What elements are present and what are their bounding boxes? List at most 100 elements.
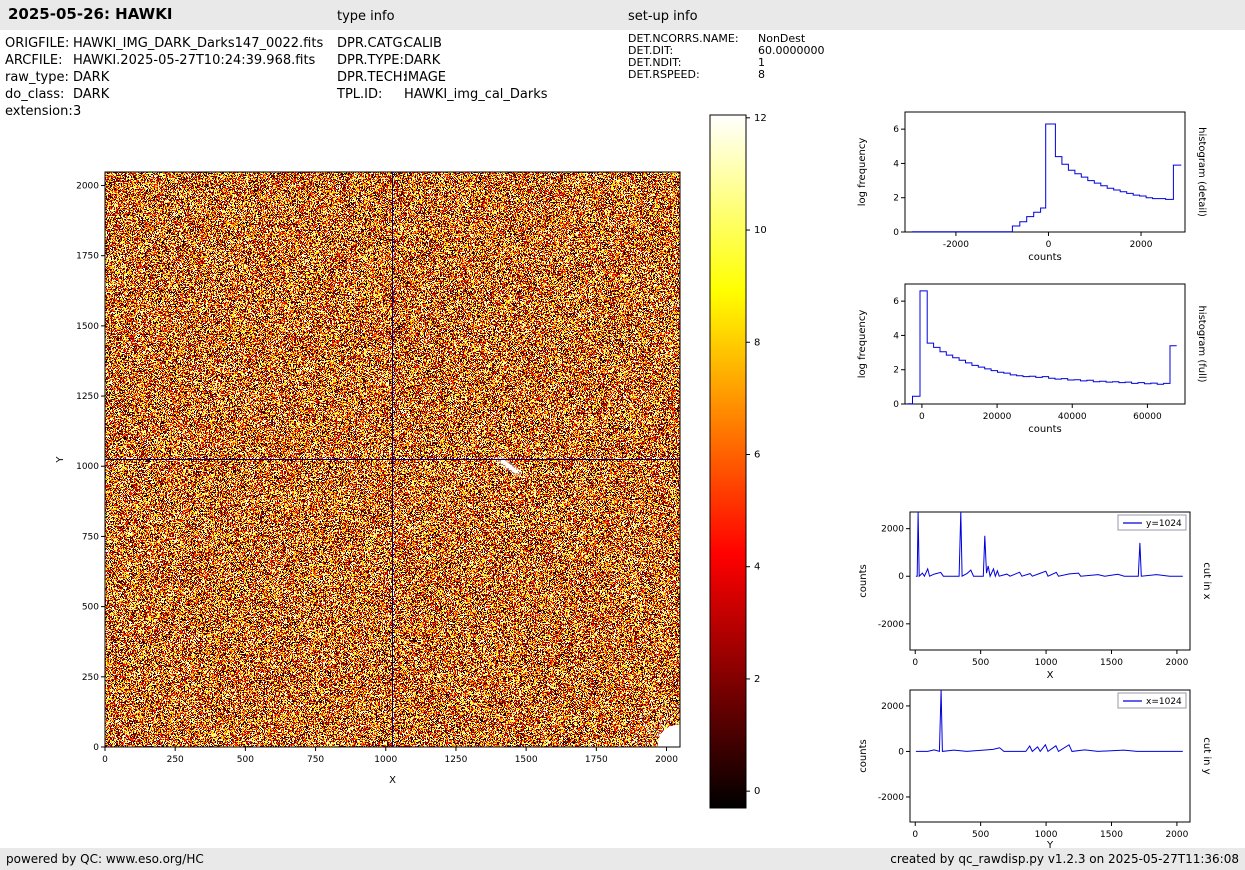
meta-label: DPR.TYPE:	[337, 53, 404, 68]
footer-bar: powered by QC: www.eso.org/HC created by…	[0, 848, 1245, 870]
svg-text:40000: 40000	[1058, 412, 1087, 422]
svg-text:1000: 1000	[76, 462, 99, 472]
svg-text:1500: 1500	[76, 322, 99, 332]
svg-text:10: 10	[754, 225, 767, 236]
meta-label: ORIGFILE:	[5, 36, 70, 51]
svg-text:60000: 60000	[1133, 412, 1162, 422]
svg-text:x=1024: x=1024	[1146, 697, 1182, 707]
svg-text:500: 500	[82, 603, 99, 613]
svg-text:0: 0	[898, 747, 904, 757]
svg-text:counts: counts	[1028, 252, 1061, 263]
meta-row: TPL.ID: HAWKI_img_cal_Darks	[337, 86, 548, 103]
svg-text:6: 6	[893, 297, 899, 307]
meta-row: DPR.TYPE: DARK	[337, 52, 548, 69]
svg-text:counts: counts	[858, 739, 869, 772]
meta-row: do_class: DARK	[5, 86, 323, 103]
meta-row: DET.NDIT: 1	[628, 57, 824, 69]
meta-row: ORIGFILE: HAWKI_IMG_DARK_Darks147_0022.fi…	[5, 35, 323, 52]
meta-label: DPR.TECH:	[337, 70, 407, 85]
svg-text:2000: 2000	[881, 702, 904, 712]
svg-text:1000: 1000	[1035, 658, 1058, 668]
svg-text:750: 750	[82, 532, 99, 542]
setup-info-block: DET.NCORRS.NAME: NonDest DET.DIT: 60.00000…	[628, 33, 824, 81]
svg-text:Y: Y	[1046, 840, 1054, 851]
svg-text:2000: 2000	[1165, 658, 1188, 668]
svg-text:4: 4	[893, 331, 899, 341]
meta-value: IMAGE	[404, 70, 447, 85]
meta-row: DET.RSPEED: 8	[628, 69, 824, 81]
histogram-full-panel: 0 20000 40000 60000 0 2 4 6 counts log frequency h…	[850, 276, 1243, 448]
svg-text:X: X	[389, 775, 396, 786]
setup-info-heading: set-up info	[628, 9, 698, 24]
meta-row: DPR.CATG: CALIB	[337, 35, 548, 52]
svg-text:2: 2	[893, 366, 899, 376]
svg-text:1500: 1500	[515, 755, 538, 765]
svg-text:histogram (full): histogram (full)	[1196, 305, 1207, 382]
meta-label: TPL.ID:	[337, 87, 383, 102]
meta-value: CALIB	[404, 36, 442, 51]
svg-text:0: 0	[919, 412, 925, 422]
meta-label: ARCFILE:	[5, 53, 63, 68]
svg-text:250: 250	[82, 673, 99, 683]
svg-text:log frequency: log frequency	[857, 138, 868, 207]
svg-text:0: 0	[893, 400, 899, 410]
svg-text:histogram (detail): histogram (detail)	[1196, 127, 1207, 217]
svg-text:1250: 1250	[76, 392, 99, 402]
meta-label: DET.RSPEED:	[628, 68, 700, 81]
svg-text:1750: 1750	[585, 755, 608, 765]
svg-text:2000: 2000	[76, 181, 99, 191]
svg-text:500: 500	[237, 755, 254, 765]
meta-row: DET.DIT: 60.0000000	[628, 45, 824, 57]
file-info-block: ORIGFILE: HAWKI_IMG_DARK_Darks147_0022.fi…	[5, 35, 323, 120]
svg-text:1000: 1000	[1035, 830, 1058, 840]
svg-text:Y: Y	[55, 456, 66, 464]
svg-text:2000: 2000	[655, 755, 678, 765]
svg-text:8: 8	[754, 337, 760, 348]
svg-text:500: 500	[972, 658, 989, 668]
svg-text:cut in x: cut in x	[1201, 562, 1212, 599]
svg-text:12: 12	[754, 113, 767, 124]
dark-frame-panel: 0 250 500 750 1000 1250 1500 1750 2000 0 250 500 750…	[40, 130, 720, 795]
meta-value: DARK	[73, 87, 110, 102]
svg-text:0: 0	[93, 743, 99, 753]
svg-text:1250: 1250	[444, 755, 467, 765]
svg-text:250: 250	[167, 755, 184, 765]
meta-value: NonDest	[758, 32, 806, 45]
svg-text:0: 0	[1046, 240, 1052, 250]
meta-row: ARCFILE: HAWKI.2025-05-27T10:24:39.968.fi…	[5, 52, 323, 69]
meta-label: DET.NCORRS.NAME:	[628, 32, 739, 45]
svg-text:counts: counts	[1028, 424, 1061, 435]
meta-row: extension: 3	[5, 103, 323, 120]
histogram-detail-panel: -2000 0 2000 0 2 4 6 counts log frequency histogr…	[850, 104, 1243, 276]
svg-text:1750: 1750	[76, 252, 99, 262]
svg-text:2000: 2000	[1165, 830, 1188, 840]
svg-text:6: 6	[754, 449, 760, 460]
svg-text:2: 2	[893, 194, 899, 204]
footer-right-text: created by qc_rawdisp.py v1.2.3 on 2025-…	[890, 852, 1239, 866]
svg-text:500: 500	[972, 830, 989, 840]
meta-value: HAWKI_img_cal_Darks	[404, 87, 548, 102]
svg-text:1500: 1500	[1100, 830, 1123, 840]
header-bar: 2025-05-26: HAWKI type info set-up info	[0, 0, 1245, 30]
svg-text:2000: 2000	[1130, 240, 1153, 250]
svg-text:6: 6	[893, 125, 899, 135]
svg-text:y=1024: y=1024	[1146, 519, 1182, 529]
svg-text:750: 750	[307, 755, 324, 765]
svg-text:0: 0	[893, 228, 899, 238]
footer-left-text: powered by QC: www.eso.org/HC	[6, 852, 204, 866]
svg-text:0: 0	[912, 830, 918, 840]
svg-text:counts: counts	[858, 564, 869, 597]
svg-text:4: 4	[893, 159, 899, 169]
svg-text:2000: 2000	[881, 525, 904, 535]
svg-text:0: 0	[754, 786, 760, 797]
meta-label: DET.NDIT:	[628, 56, 682, 69]
meta-label: DPR.CATG:	[337, 36, 407, 51]
svg-text:cut in y: cut in y	[1201, 737, 1212, 774]
colorbar: 0 2 4 6 8 10 12	[700, 108, 815, 820]
meta-value: HAWKI.2025-05-27T10:24:39.968.fits	[73, 53, 316, 68]
meta-value: 8	[758, 68, 765, 81]
meta-value: 1	[758, 56, 765, 69]
